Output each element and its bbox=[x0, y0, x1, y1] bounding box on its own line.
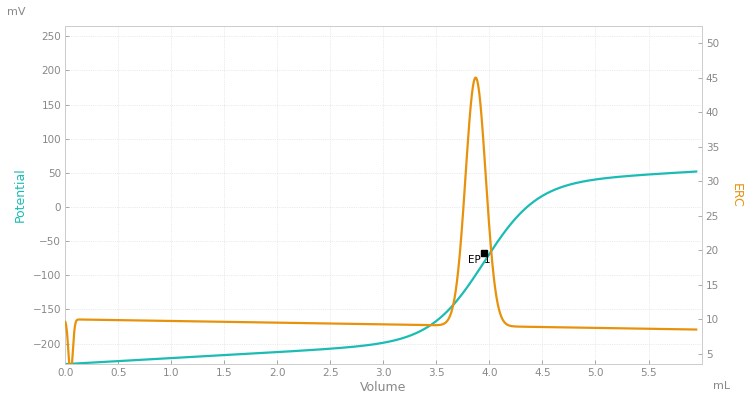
Text: mL: mL bbox=[712, 381, 730, 391]
X-axis label: Volume: Volume bbox=[360, 381, 407, 394]
Y-axis label: ERC: ERC bbox=[730, 183, 743, 207]
Text: mV: mV bbox=[7, 7, 26, 17]
Text: EP 1: EP 1 bbox=[468, 255, 490, 265]
Y-axis label: Potential: Potential bbox=[14, 168, 27, 223]
